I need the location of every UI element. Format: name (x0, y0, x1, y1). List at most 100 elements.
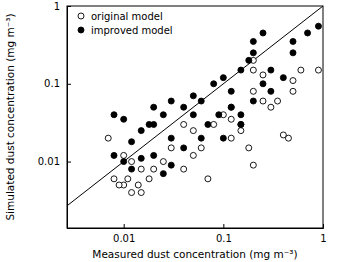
point (238, 121, 244, 127)
data-group (67, 6, 323, 228)
point (268, 67, 274, 73)
point (135, 182, 141, 188)
point (168, 145, 174, 151)
axis-line (68, 7, 72, 229)
point (220, 75, 226, 81)
point (260, 98, 266, 104)
point (238, 121, 244, 127)
point (168, 162, 174, 168)
tick-mark (124, 224, 125, 228)
tick-mark (323, 224, 324, 228)
point (125, 176, 131, 182)
point (138, 128, 144, 134)
point (260, 81, 266, 87)
point (181, 166, 187, 172)
x-axis-title: Measured dust concentration (mg m⁻³) (92, 248, 297, 260)
x-axis: 0.010.11 (68, 224, 327, 244)
legend-item: original model (78, 11, 163, 22)
point (290, 50, 296, 56)
point (290, 78, 296, 84)
point (238, 67, 244, 73)
y-axis-title: Simulated dust concentration (mg m⁻³) (4, 13, 16, 220)
point (205, 176, 211, 182)
tick-label: 0.1 (44, 78, 60, 89)
point (138, 190, 144, 196)
point (275, 98, 281, 104)
point (205, 121, 211, 127)
point (190, 112, 196, 118)
point (211, 121, 217, 127)
point (168, 135, 174, 141)
legend-marker (78, 13, 84, 19)
point (260, 30, 266, 36)
plot-frame (67, 6, 323, 228)
point (181, 145, 187, 151)
point (198, 135, 204, 141)
point (228, 104, 234, 110)
tick-mark (67, 162, 71, 163)
point (246, 57, 252, 63)
point (216, 112, 222, 118)
y-axis: 0.01 0.1 1 (38, 1, 71, 229)
tick-label: 0.01 (113, 233, 135, 244)
point (198, 145, 204, 151)
point (121, 116, 127, 122)
point (268, 104, 274, 110)
point (280, 75, 286, 81)
point (129, 159, 135, 165)
point (111, 152, 117, 158)
point (181, 104, 187, 110)
point (246, 145, 252, 151)
point (111, 112, 117, 118)
point (198, 98, 204, 104)
tick-label: 1 (320, 233, 326, 244)
point (190, 152, 196, 158)
legend-label: improved model (91, 25, 173, 36)
legend-marker (78, 27, 84, 33)
point (238, 128, 244, 134)
point (315, 67, 321, 73)
point (160, 171, 166, 177)
tick-mark (67, 84, 71, 85)
tick-label: 1 (54, 1, 60, 12)
point (160, 159, 166, 165)
point (238, 112, 244, 118)
point (228, 104, 234, 110)
point (151, 166, 157, 172)
point (190, 93, 196, 99)
point (138, 166, 144, 172)
point (280, 132, 286, 138)
tick: 0.01 (38, 156, 71, 167)
point (228, 135, 234, 141)
point (160, 112, 166, 118)
point (111, 176, 117, 182)
point (290, 88, 296, 94)
point (146, 176, 152, 182)
point (129, 166, 135, 172)
point (290, 38, 296, 44)
point (211, 81, 217, 87)
point (298, 67, 304, 73)
legend-item: improved model (78, 25, 173, 36)
point (146, 121, 152, 127)
point (305, 30, 311, 36)
tick-label: 0.01 (38, 156, 60, 167)
point (250, 88, 256, 94)
axis-line (68, 224, 324, 229)
point (138, 155, 144, 161)
point (190, 128, 196, 134)
tick-mark (67, 6, 71, 7)
point (151, 104, 157, 110)
point (250, 38, 256, 44)
legend-label: original model (91, 11, 163, 22)
point (168, 98, 174, 104)
point (315, 23, 321, 29)
point (260, 72, 266, 78)
point (129, 139, 135, 145)
tick: 0.01 (113, 224, 135, 244)
tick: 1 (320, 224, 326, 244)
tick: 0.1 (44, 78, 71, 89)
point (121, 152, 127, 158)
chart: 0.010.110.010.11original modelimproved m… (0, 0, 346, 262)
point (250, 162, 256, 168)
